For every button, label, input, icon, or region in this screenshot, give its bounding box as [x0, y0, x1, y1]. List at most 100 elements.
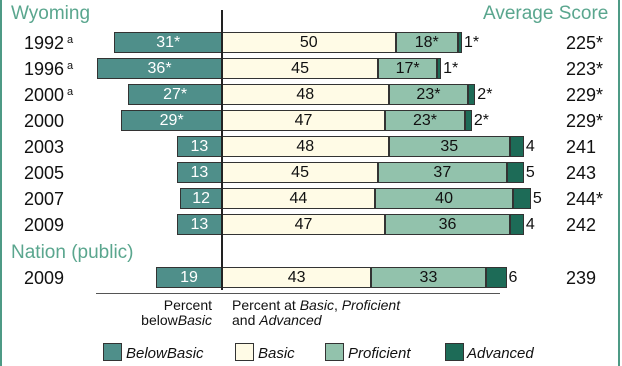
- year-label: 2009: [24, 215, 64, 236]
- footnote-percent-at: Percent at Basic, Proficient and Advance…: [232, 298, 400, 328]
- bar-label-below-basic: 29*: [159, 112, 184, 129]
- average-score: 223*: [566, 59, 604, 79]
- bar-advanced: [510, 136, 524, 157]
- year-text: 1992: [24, 33, 65, 53]
- legend-swatch-basic: [235, 343, 254, 361]
- right-border: [618, 0, 620, 366]
- bar-label-advanced: 6: [508, 269, 518, 286]
- year-footnote-mark: a: [67, 34, 74, 46]
- bar-proficient: [378, 58, 438, 79]
- year-text: 2005: [24, 163, 65, 183]
- year-label: 2009: [24, 268, 64, 289]
- bar-label-advanced: 4: [525, 138, 535, 155]
- bar-label-advanced: 5: [532, 190, 542, 207]
- baseline-axis: [96, 293, 500, 294]
- bar-advanced: [468, 84, 476, 105]
- year-text: 2000: [24, 85, 65, 105]
- year-text: 2009: [24, 215, 65, 235]
- footnote-at-line2: and Advanced: [232, 312, 322, 328]
- year-text: 1996: [24, 59, 65, 79]
- bar-label-below-basic: 36*: [147, 60, 172, 77]
- bar-label-basic: 50: [299, 34, 318, 51]
- average-score: 242: [566, 215, 597, 235]
- bar-label-below-basic: 12: [192, 190, 211, 207]
- legend-swatch-below-basic: [103, 343, 122, 361]
- bar-label-proficient: 17*: [395, 60, 420, 77]
- legend-label-advanced: Advanced: [467, 345, 534, 362]
- bar-label-below-basic: 27*: [163, 86, 188, 103]
- average-score-header: Average Score: [483, 3, 609, 24]
- year-label: 2005: [24, 163, 64, 184]
- bar-advanced: [464, 110, 472, 131]
- bar-label-below-basic: 13: [190, 164, 209, 181]
- footnote-at-line1: Percent at Basic, Proficient: [232, 297, 401, 313]
- year-footnote-mark: a: [67, 60, 74, 72]
- bar-label-proficient: 23*: [416, 86, 441, 103]
- bar-advanced: [506, 162, 524, 183]
- bar-advanced: [437, 58, 442, 79]
- year-label: 2003: [24, 137, 64, 158]
- bar-proficient: [385, 110, 465, 131]
- bar-label-proficient: 40: [435, 190, 453, 207]
- bar-label-advanced: 2*: [473, 112, 489, 129]
- year-label: 1992 a: [24, 33, 73, 54]
- average-score: 229*: [566, 85, 604, 105]
- average-score: 243: [566, 163, 597, 183]
- bar-proficient: [388, 84, 469, 105]
- bar-label-advanced: 2*: [477, 86, 493, 103]
- bar-label-proficient: 36: [438, 216, 457, 233]
- average-score: 229*: [566, 111, 604, 131]
- bar-proficient: [395, 32, 458, 53]
- average-score: 225*: [566, 33, 604, 53]
- bar-label-proficient: 33: [419, 269, 438, 286]
- state-header: Wyoming: [11, 3, 91, 24]
- bar-proficient: [378, 162, 507, 183]
- legend-label-below-basic: BelowBasic: [126, 345, 204, 362]
- legend-label-proficient: Proficient: [348, 345, 411, 362]
- bar-proficient: [388, 136, 510, 157]
- zero-axis-line: [221, 10, 223, 290]
- legend-swatch-advanced: [445, 343, 464, 361]
- bar-label-advanced: 5: [525, 164, 535, 181]
- bar-label-proficient: 37: [433, 164, 452, 181]
- bar-proficient: [385, 214, 510, 235]
- bar-label-basic: 48: [296, 138, 315, 155]
- year-text: 2009: [24, 268, 65, 288]
- bar-proficient: [371, 267, 486, 288]
- average-score: 239: [566, 268, 597, 288]
- legend-label-basic: Basic: [258, 345, 295, 362]
- bar-label-advanced: 1*: [463, 34, 480, 51]
- bar-label-basic: 47: [294, 112, 313, 129]
- year-text: 2000: [24, 111, 65, 131]
- bar-label-below-basic: 19: [180, 269, 198, 286]
- bar-label-advanced: 4: [525, 216, 535, 233]
- average-score: 241: [566, 137, 597, 157]
- bar-label-basic: 48: [296, 86, 315, 103]
- footnote-below-line1: Percent: [163, 297, 212, 313]
- year-label: 2000: [24, 111, 64, 132]
- left-border: [0, 0, 2, 366]
- footnote-below-line2: belowBasic: [141, 312, 212, 328]
- bar-label-basic: 47: [294, 216, 313, 233]
- bar-label-basic: 43: [287, 269, 306, 286]
- nation-header: Nation (public): [11, 242, 134, 263]
- year-text: 2007: [24, 189, 65, 209]
- year-footnote-mark: a: [67, 86, 74, 98]
- bar-label-advanced: 1*: [443, 60, 459, 77]
- bar-label-below-basic: 13: [190, 216, 209, 233]
- average-score: 244*: [566, 189, 604, 209]
- bar-label-basic: 44: [289, 190, 308, 207]
- bar-advanced: [485, 267, 507, 288]
- bar-label-proficient: 23*: [412, 112, 437, 129]
- bar-advanced: [510, 214, 524, 235]
- footnote-below-basic: Percent belowBasic: [124, 298, 212, 328]
- year-label: 2007: [24, 189, 64, 210]
- year-label: 1996 a: [24, 59, 73, 80]
- bar-label-basic: 45: [291, 164, 309, 181]
- bar-label-proficient: 35: [440, 138, 459, 155]
- bar-label-basic: 45: [291, 60, 309, 77]
- bar-proficient: [374, 188, 514, 209]
- bar-label-below-basic: 31*: [156, 34, 181, 51]
- bar-label-proficient: 18*: [414, 34, 439, 51]
